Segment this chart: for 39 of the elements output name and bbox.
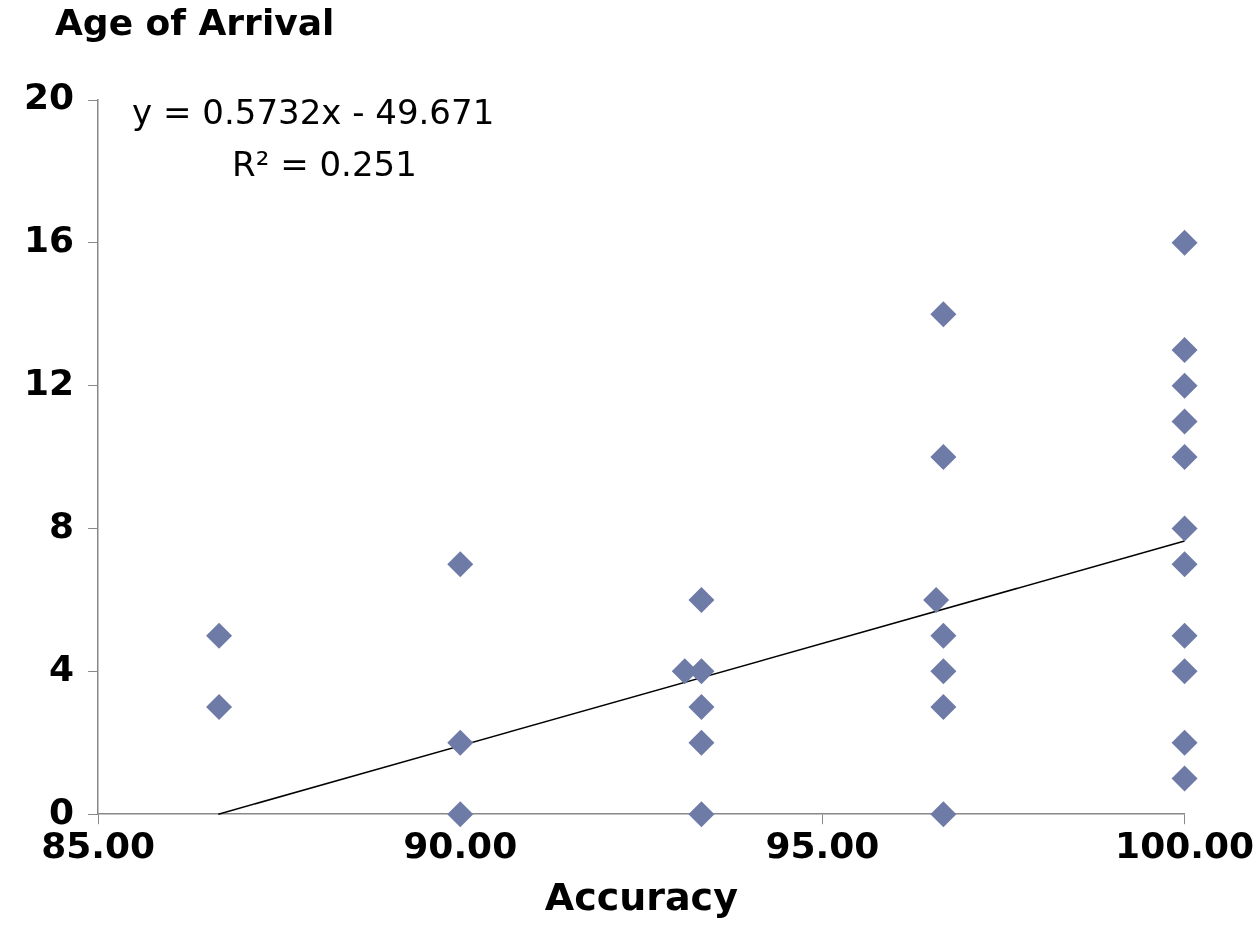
point [206,694,233,721]
x-tick-label: 100.00 [1115,825,1254,867]
y-tick-label: 16 [23,219,75,261]
point [688,586,715,613]
annotation: R² = 0.251 [232,143,417,184]
point [447,801,474,828]
point [206,622,233,649]
y-tick-label: 12 [23,362,75,404]
point [1171,444,1198,471]
point [1171,658,1198,685]
x-tick-label: 95.00 [765,825,880,867]
point [1171,229,1198,256]
point [930,658,957,685]
point [1171,765,1198,792]
point [1171,372,1198,399]
point [688,694,715,721]
point [930,301,957,328]
x-axis-title: Accuracy [544,875,739,920]
point [688,729,715,756]
annotation: y = 0.5732x - 49.671 [132,91,495,132]
point [930,622,957,649]
y-axis-title: Age of Arrival [55,2,335,44]
point [923,586,950,613]
point [688,801,715,828]
y-tick-label: 4 [49,647,75,689]
point [1171,336,1198,363]
x-tick-label: 90.00 [403,825,518,867]
point [1171,622,1198,649]
point [1171,729,1198,756]
point [447,729,474,756]
point [930,694,957,721]
y-tick-label: 20 [23,76,75,118]
point [930,801,957,828]
y-tick-label: 8 [49,504,75,546]
point [930,444,957,471]
point [1171,551,1198,578]
point [1171,515,1198,542]
point [1171,408,1198,435]
point [447,551,474,578]
